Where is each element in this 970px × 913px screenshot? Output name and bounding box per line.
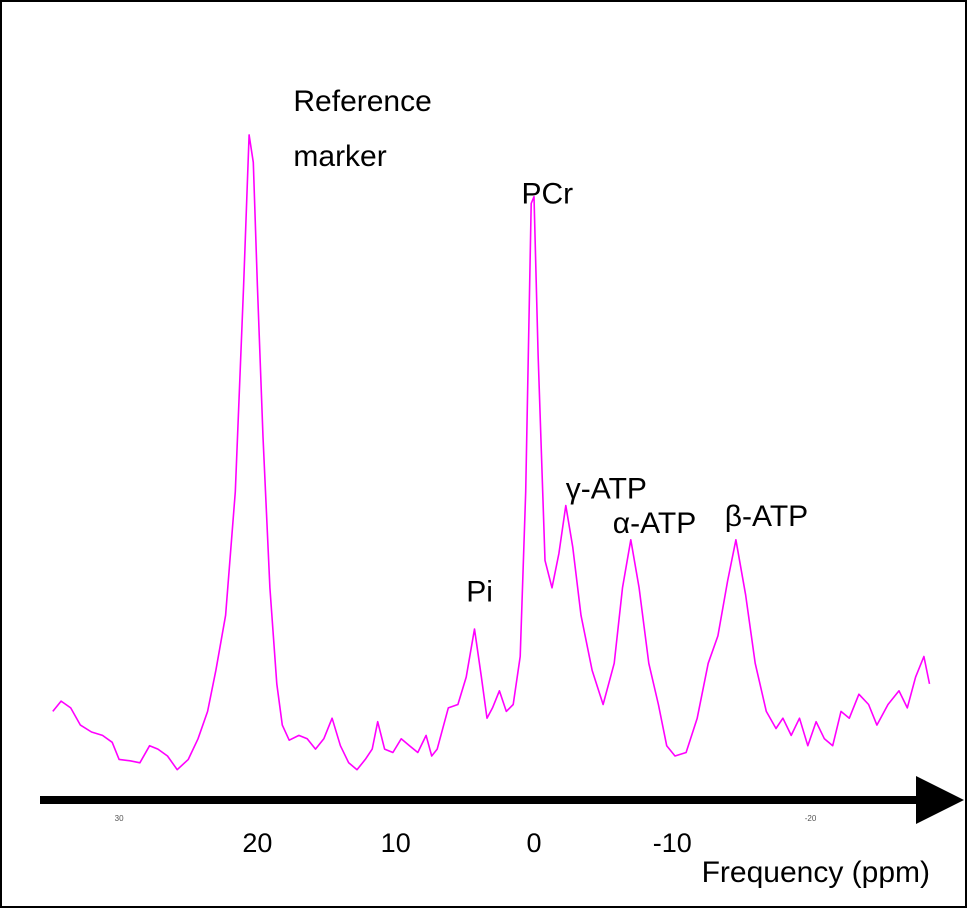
peak-annotation: Reference [293, 85, 431, 118]
x-tick-label: 20 [242, 828, 272, 858]
peak-annotation: Pi [466, 576, 493, 609]
peak-annotation: β-ATP [725, 500, 808, 533]
peak-annotation: PCr [522, 178, 574, 211]
x-axis-label: Frequency (ppm) [702, 856, 930, 889]
x-tick-label-minor: -20 [805, 814, 817, 823]
x-tick-label: 10 [381, 828, 411, 858]
x-tick-label: -10 [653, 828, 692, 858]
series-layer [52, 134, 931, 771]
peak-annotation: α-ATP [613, 507, 696, 540]
spectrum-line-0 [52, 134, 931, 771]
peak-annotation: marker [293, 140, 386, 173]
peak-annotation: γ-ATP [566, 473, 647, 506]
x-tick-label-minor: 30 [115, 814, 124, 823]
x-tick-label: 0 [526, 828, 541, 858]
x-tick-labels: 20 10 0 -10 30 -20 [115, 814, 817, 858]
